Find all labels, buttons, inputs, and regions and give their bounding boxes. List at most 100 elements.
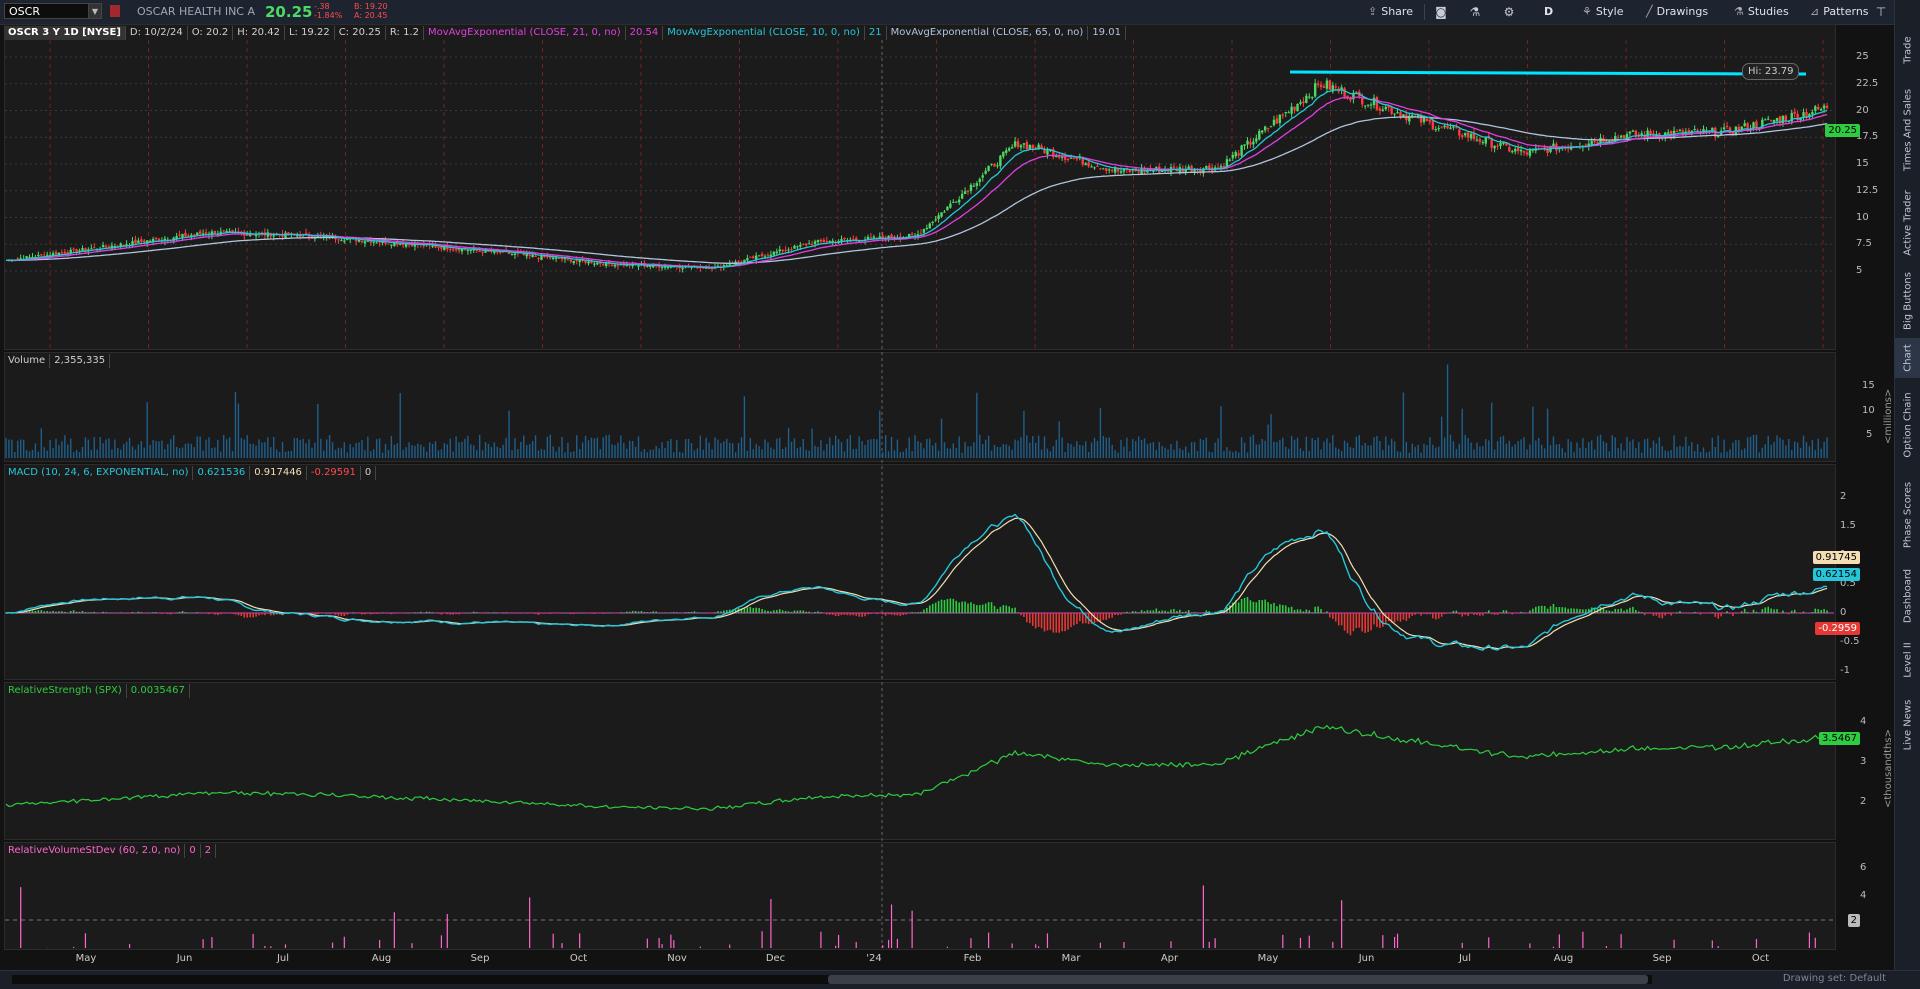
- macd-histogram-bar: [1523, 612, 1525, 613]
- volume-bar: [1176, 441, 1177, 458]
- macd-histogram-bar: [1276, 606, 1278, 613]
- volume-bar: [1482, 446, 1483, 458]
- macd-histogram-bar: [767, 611, 769, 613]
- tab-chart[interactable]: Chart: [1895, 338, 1920, 378]
- macd-histogram-bar: [261, 613, 263, 615]
- macd-histogram-bar: [1103, 613, 1105, 620]
- macd-histogram-bar: [1438, 613, 1440, 619]
- chart-canvas[interactable]: [0, 0, 1895, 970]
- volume-bar: [1638, 442, 1639, 458]
- time-axis-label: May: [76, 953, 97, 964]
- volume-bar: [964, 442, 965, 458]
- macd-histogram-bar: [1826, 610, 1828, 613]
- rvsd-label[interactable]: RelativeVolumeStDev (60, 2.0, no): [4, 844, 185, 858]
- candle-body: [1296, 104, 1298, 111]
- rs-label[interactable]: RelativeStrength (SPX): [4, 684, 127, 698]
- candle-body: [1826, 106, 1828, 108]
- macd-histogram-bar: [349, 613, 351, 614]
- drawing-set-label[interactable]: Drawing set: Default: [1783, 973, 1886, 984]
- tab-times-and-sales[interactable]: Times And Sales: [1895, 80, 1920, 180]
- macd-histogram-bar: [785, 611, 787, 613]
- volume-bar: [1659, 437, 1660, 458]
- macd-histogram-bar: [882, 613, 884, 614]
- macd-histogram-bar: [196, 612, 198, 613]
- tab-phase-scores[interactable]: Phase Scores: [1895, 472, 1920, 558]
- volume-bar: [1403, 393, 1404, 458]
- macd-histogram-bar: [52, 611, 54, 613]
- volume-bar: [252, 444, 253, 458]
- macd-histogram-bar: [41, 610, 43, 613]
- macd-histogram-bar: [1000, 607, 1002, 613]
- volume-bar: [1779, 438, 1780, 458]
- volume-bar: [317, 404, 318, 458]
- candle-body: [1305, 96, 1307, 103]
- macd-histogram-bar: [58, 611, 60, 613]
- volume-bar: [588, 440, 589, 458]
- scrollbar-thumb[interactable]: [828, 975, 1648, 984]
- candle-body: [570, 260, 572, 262]
- volume-bar: [956, 448, 957, 458]
- rvsd-panel-header: RelativeVolumeStDev (60, 2.0, no) 0 2: [4, 844, 216, 858]
- macd-histogram-bar: [482, 613, 484, 614]
- macd-histogram-bar: [479, 613, 481, 614]
- macd-histogram-bar: [1317, 606, 1319, 613]
- volume-bar: [597, 438, 598, 458]
- volume-bar: [1629, 442, 1630, 458]
- macd-histogram-bar: [699, 612, 701, 613]
- volume-bar: [144, 448, 145, 458]
- volume-bar: [235, 392, 236, 458]
- volume-bar: [1517, 441, 1518, 458]
- volume-bar: [811, 429, 812, 458]
- ema65-label[interactable]: MovAvgExponential (CLOSE, 65, 0, no): [887, 26, 1089, 40]
- volume-bar: [1282, 438, 1283, 458]
- macd-histogram-bar: [1182, 612, 1184, 613]
- macd-histogram-bar: [167, 613, 169, 614]
- tab-option-chain[interactable]: Option Chain: [1895, 380, 1920, 470]
- macd-histogram-bar: [1650, 613, 1652, 614]
- ema21-label[interactable]: MovAvgExponential (CLOSE, 21, 0, no): [424, 26, 626, 40]
- macd-diff-box: -0.2959: [1815, 622, 1860, 635]
- candle-body: [1020, 145, 1022, 147]
- macd-histogram-bar: [155, 612, 157, 613]
- macd-histogram-bar: [638, 611, 640, 613]
- tab-active-trader[interactable]: Active Trader: [1895, 182, 1920, 264]
- macd-histogram-bar: [1459, 613, 1461, 614]
- macd-histogram-bar: [1435, 613, 1437, 619]
- volume-bar: [91, 450, 92, 458]
- candle-body: [1096, 166, 1098, 167]
- rs-tick: 2: [1860, 796, 1866, 807]
- volume-bar: [717, 440, 718, 458]
- volume-bar: [479, 435, 480, 458]
- candle-body: [946, 207, 948, 210]
- candle-body: [305, 233, 307, 234]
- rvsd-bar: [1170, 941, 1171, 948]
- volume-bar: [111, 449, 112, 458]
- candle-body: [984, 171, 986, 174]
- price-tick: 12.5: [1856, 185, 1878, 196]
- macd-label[interactable]: MACD (10, 24, 6, EXPONENTIAL, no): [4, 466, 193, 480]
- volume-bar: [1467, 438, 1468, 458]
- ema10-label[interactable]: MovAvgExponential (CLOSE, 10, 0, no): [663, 26, 865, 40]
- volume-bar: [1438, 447, 1439, 458]
- macd-histogram-bar: [908, 613, 910, 614]
- tab-level-ii[interactable]: Level II: [1895, 634, 1920, 686]
- volume-bar: [967, 446, 968, 458]
- tab-big-buttons[interactable]: Big Buttons: [1895, 266, 1920, 336]
- tab-dashboard[interactable]: Dashboard: [1895, 560, 1920, 632]
- tab-trade[interactable]: Trade: [1895, 22, 1920, 78]
- volume-bar: [155, 441, 156, 458]
- candle-body: [487, 251, 489, 252]
- volume-bar: [711, 449, 712, 458]
- volume-bar: [732, 443, 733, 458]
- macd-histogram-bar: [1520, 612, 1522, 613]
- volume-bar: [603, 437, 604, 458]
- volume-bar: [550, 435, 551, 458]
- volume-bar: [1150, 443, 1151, 458]
- macd-histogram-bar: [1176, 611, 1178, 613]
- volume-bar: [1515, 444, 1516, 458]
- macd-histogram-bar: [705, 613, 707, 614]
- time-axis-label: Aug: [372, 953, 392, 964]
- rvsd-bar: [1488, 937, 1489, 948]
- tab-live-news[interactable]: Live News: [1895, 688, 1920, 762]
- volume-label[interactable]: Volume: [4, 354, 50, 368]
